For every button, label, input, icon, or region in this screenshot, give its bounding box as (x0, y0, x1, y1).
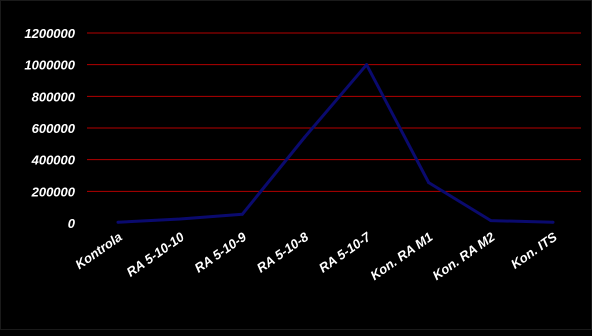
x-tick-label: RA 5-10-7 (316, 229, 374, 276)
y-tick-label: 1000000 (24, 58, 75, 73)
data-point (302, 136, 306, 139)
grid-layer (87, 32, 581, 192)
data-point (178, 217, 182, 221)
y-tick-label: 1200000 (24, 26, 75, 41)
data-point (365, 63, 369, 67)
y-tick-label: 0 (68, 216, 76, 231)
x-tick-label: RA 5-10-8 (254, 229, 312, 276)
data-point (551, 220, 555, 224)
data-point (489, 219, 493, 223)
x-tick-label: Kon. ITS (508, 229, 560, 272)
y-tick-label: 600000 (32, 121, 76, 136)
series-line (117, 63, 554, 224)
data-point (116, 220, 120, 224)
data-point (427, 181, 431, 185)
x-tick-label: RA 5-10-10 (124, 229, 188, 280)
x-tick-label: Kontrola (72, 229, 124, 272)
x-tick-label: Kon. RA M1 (367, 229, 435, 283)
y-tick-label: 400000 (31, 153, 76, 168)
y-axis-ticks: 0 200000 400000 600000 800000 1000000 1200000 (24, 26, 75, 231)
x-tick-label: Kon. RA M2 (430, 229, 499, 283)
series-layer (116, 63, 555, 224)
x-tick-label: RA 5-10-9 (192, 229, 250, 276)
y-tick-label: 800000 (32, 89, 76, 104)
data-point (240, 212, 244, 216)
y-tick-label: 200000 (31, 184, 76, 199)
